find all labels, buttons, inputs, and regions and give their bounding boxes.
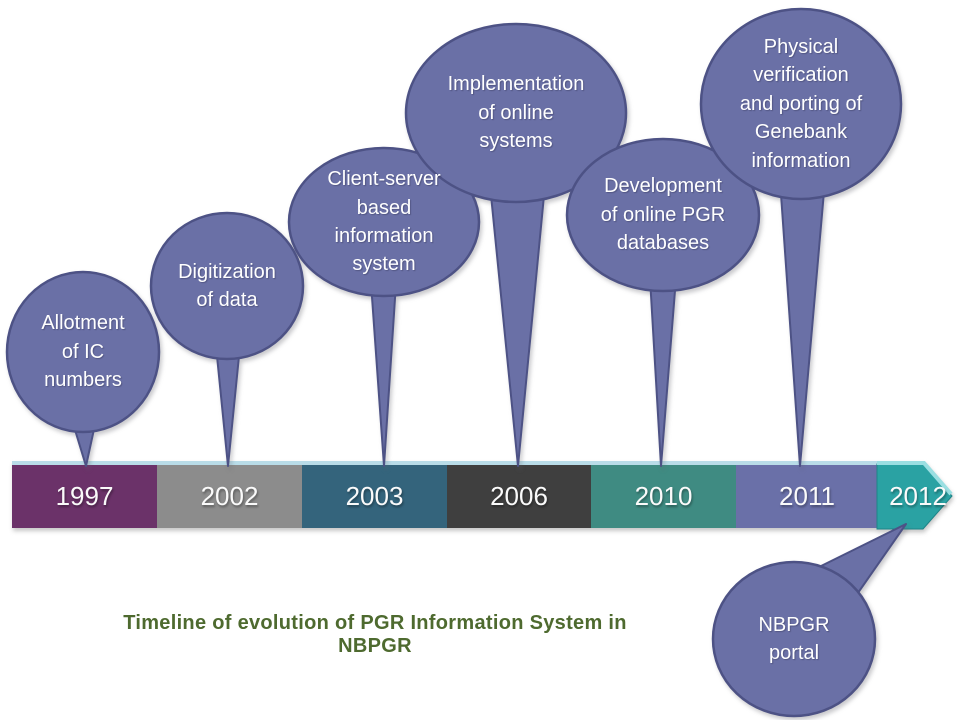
callout-text-2011: Physical verification and porting of Gen… — [739, 36, 863, 172]
callout-tail-2006 — [489, 184, 546, 467]
callout-balloon-2002 — [149, 211, 305, 361]
arrow-top-highlight — [877, 461, 953, 496]
callout-balloon-2010 — [565, 137, 761, 293]
callout-tail-2011 — [779, 179, 826, 467]
year-label-1997: 1997 — [55, 481, 114, 511]
year-label-2003: 2003 — [345, 481, 404, 511]
timeline-segment-2002 — [157, 465, 302, 528]
timeline-segment-2003 — [302, 465, 447, 528]
year-label-2002: 2002 — [200, 481, 259, 511]
callout-balloon-2011 — [699, 7, 903, 201]
callout-balloon-2012 — [711, 560, 877, 718]
callout-tail-2003 — [370, 282, 397, 467]
callout-tail-2010 — [649, 277, 677, 467]
year-label-2006: 2006 — [490, 481, 548, 511]
timeline-segment-2010 — [591, 465, 736, 528]
callout-text-2006: Implementation of online systems — [447, 73, 585, 153]
timeline-bar-highlight — [12, 461, 878, 466]
callout-tail-2002 — [215, 345, 241, 467]
timeline-segment-1997 — [12, 465, 157, 528]
year-label-2010: 2010 — [634, 481, 693, 511]
callout-text-2002: Digitization of data — [178, 260, 276, 311]
callout-text-2012: NBPGR portal — [758, 613, 830, 664]
year-label-2011: 2011 — [779, 481, 835, 511]
timeline-bar — [12, 461, 953, 530]
callout-text-2010: Development of online PGR databases — [600, 175, 726, 255]
timeline-segment-2006 — [447, 465, 591, 528]
callout-balloons — [5, 7, 907, 718]
callout-text-2003: Client-server based information system — [327, 168, 441, 276]
diagram-title: Timeline of evolution of PGR Information… — [123, 612, 627, 657]
callout-balloon-2006 — [404, 22, 628, 204]
year-label-2012: 2012 — [889, 481, 947, 511]
timeline-segment-2011 — [736, 465, 878, 528]
callout-balloon-1997 — [5, 270, 161, 434]
callout-balloon-2003 — [287, 146, 481, 298]
callout-text-1997: Allotment of IC numbers — [41, 312, 125, 392]
